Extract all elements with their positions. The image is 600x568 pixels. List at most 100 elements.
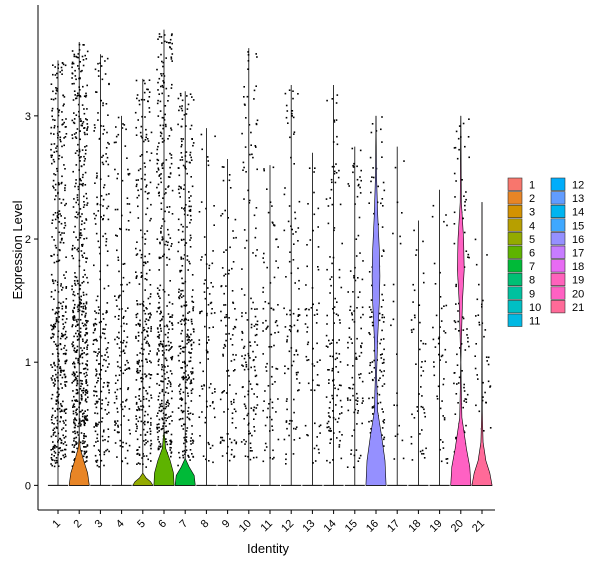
data-point <box>169 152 171 155</box>
data-point <box>255 207 258 209</box>
x-tick-label: 13 <box>300 518 317 535</box>
data-point <box>157 438 159 441</box>
data-point <box>52 118 54 121</box>
data-point <box>162 86 164 88</box>
data-point <box>76 392 79 395</box>
data-point <box>101 332 104 334</box>
data-point <box>98 398 100 400</box>
x-tick-label: 12 <box>279 518 296 535</box>
data-point <box>52 185 54 188</box>
legend-label: 13 <box>572 193 584 205</box>
data-point <box>85 257 87 259</box>
data-point <box>243 357 246 360</box>
data-point <box>370 316 373 318</box>
data-point <box>211 308 213 310</box>
data-point <box>421 453 423 455</box>
data-point <box>84 96 87 98</box>
data-point <box>126 449 129 452</box>
data-point <box>95 400 98 403</box>
data-point <box>368 397 370 400</box>
data-point <box>289 251 291 253</box>
data-point <box>57 353 60 355</box>
data-point <box>52 441 54 443</box>
data-point <box>169 381 172 384</box>
data-point <box>191 439 194 442</box>
data-point <box>161 116 164 119</box>
data-point <box>62 63 65 66</box>
data-point <box>76 95 78 97</box>
data-point <box>55 399 58 402</box>
data-point <box>50 273 53 276</box>
data-point <box>65 381 68 383</box>
data-point <box>105 359 107 362</box>
data-point <box>100 65 103 67</box>
data-point <box>80 423 82 426</box>
data-point <box>357 460 360 462</box>
data-point <box>171 372 173 375</box>
data-point <box>116 407 118 410</box>
data-point <box>352 383 355 386</box>
data-point <box>462 317 465 320</box>
data-point <box>241 338 243 341</box>
data-point <box>305 355 308 358</box>
data-point <box>122 372 125 375</box>
data-point <box>148 405 151 408</box>
data-point <box>422 370 425 372</box>
data-point <box>442 383 445 386</box>
data-point <box>120 341 122 343</box>
data-point <box>181 99 184 102</box>
legend-label: 15 <box>572 220 584 232</box>
data-point <box>298 382 301 384</box>
data-point <box>83 453 86 455</box>
data-point <box>170 341 172 344</box>
data-point <box>51 107 54 110</box>
data-point <box>53 385 55 387</box>
data-point <box>117 379 119 382</box>
data-point <box>77 188 80 191</box>
data-point <box>85 237 88 240</box>
data-point <box>464 201 466 203</box>
data-point <box>190 156 192 159</box>
data-point <box>336 394 338 397</box>
data-point <box>178 418 181 421</box>
data-point <box>183 377 186 379</box>
data-point <box>162 354 164 356</box>
data-point <box>50 463 52 465</box>
data-point <box>371 324 374 327</box>
data-point <box>124 345 127 348</box>
data-point <box>181 340 184 342</box>
data-point <box>412 283 414 286</box>
data-point <box>190 381 192 383</box>
data-point <box>190 343 193 346</box>
data-point <box>85 379 88 381</box>
data-point <box>116 388 119 391</box>
data-point <box>327 222 330 225</box>
data-point <box>165 240 168 243</box>
data-point <box>459 347 461 349</box>
data-point <box>180 138 183 140</box>
data-point <box>224 304 227 306</box>
data-point <box>242 365 244 367</box>
data-point <box>127 220 130 222</box>
data-point <box>58 221 61 223</box>
data-point <box>98 246 101 249</box>
data-point <box>249 442 252 445</box>
data-point <box>75 132 77 134</box>
data-point <box>315 444 318 447</box>
data-point <box>83 222 86 224</box>
data-point <box>128 203 131 205</box>
data-point <box>263 400 265 402</box>
data-point <box>96 412 99 415</box>
data-point <box>141 275 143 277</box>
data-point <box>136 183 138 186</box>
data-point <box>159 443 162 445</box>
data-point <box>331 203 334 206</box>
x-axis-title: Identity <box>247 541 289 556</box>
data-point <box>328 429 330 432</box>
data-point <box>160 53 162 56</box>
data-point <box>138 283 141 285</box>
data-point <box>72 390 74 392</box>
data-point <box>247 68 249 70</box>
data-point <box>75 349 78 352</box>
data-point <box>158 33 161 35</box>
